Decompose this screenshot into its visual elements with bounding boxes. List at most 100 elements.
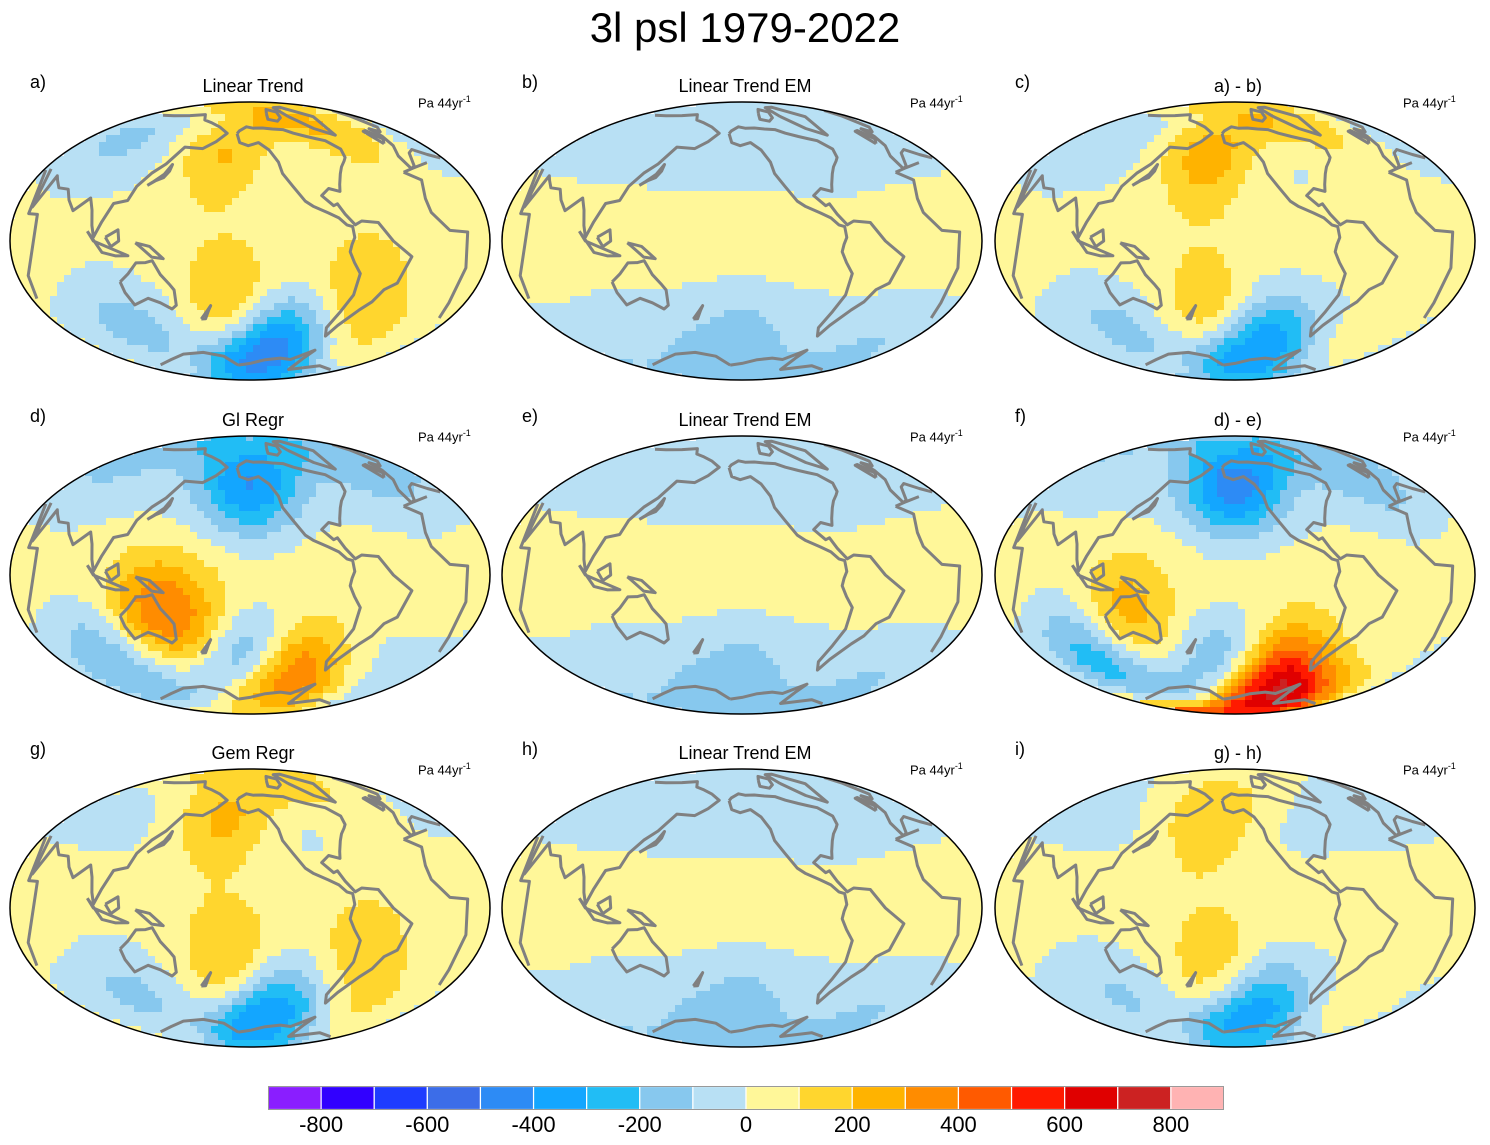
field-cell <box>260 233 268 241</box>
field-cell <box>239 177 247 185</box>
field-cell <box>127 184 135 192</box>
field-cell <box>1133 163 1141 171</box>
field-cell <box>927 156 935 164</box>
field-cell <box>281 135 289 143</box>
field-cell <box>169 212 177 220</box>
field-cell <box>752 240 760 248</box>
field-cell <box>295 205 303 213</box>
field-cell <box>689 275 697 283</box>
field-cell <box>155 275 163 283</box>
field-cell <box>794 114 802 122</box>
field-cell <box>176 303 184 311</box>
field-cell <box>344 282 352 290</box>
field-cell <box>211 289 219 297</box>
field-cell <box>232 226 240 234</box>
field-cell <box>379 282 387 290</box>
field-cell <box>1147 163 1155 171</box>
field-cell <box>141 310 149 318</box>
field-cell <box>1112 177 1120 185</box>
field-cell <box>337 121 345 129</box>
field-cell <box>484 226 490 234</box>
field-cell <box>654 128 662 136</box>
field-cell <box>470 240 478 248</box>
field-cell <box>759 254 767 262</box>
field-cell <box>738 310 746 318</box>
field-cell <box>808 114 816 122</box>
field-cell <box>393 198 401 206</box>
field-cell <box>1168 170 1176 178</box>
field-cell <box>1273 142 1281 150</box>
field-cell <box>1315 121 1323 129</box>
field-cell <box>99 268 107 276</box>
field-cell <box>1140 135 1148 143</box>
field-cell <box>204 163 212 171</box>
field-cell <box>815 345 823 353</box>
field-cell <box>745 233 753 241</box>
field-cell <box>155 191 163 199</box>
field-cell <box>400 212 408 220</box>
field-cell <box>204 296 212 304</box>
field-cell <box>316 338 324 346</box>
field-cell <box>428 205 436 213</box>
field-cell <box>344 184 352 192</box>
field-cell <box>176 359 184 367</box>
field-cell <box>612 331 620 339</box>
field-cell <box>605 184 613 192</box>
field-cell <box>141 317 149 325</box>
field-cell <box>141 114 149 122</box>
field-cell <box>612 205 620 213</box>
field-cell <box>808 268 816 276</box>
field-cell <box>654 149 662 157</box>
field-cell <box>647 191 655 199</box>
coastline <box>651 348 824 372</box>
field-cell <box>414 303 422 311</box>
field-cell <box>232 275 240 283</box>
field-cell <box>127 317 135 325</box>
field-cell <box>1063 170 1071 178</box>
field-cell <box>976 219 982 227</box>
field-cell <box>442 226 450 234</box>
field-cell <box>1168 156 1176 164</box>
field-cell <box>787 366 795 374</box>
field-cell <box>836 191 844 199</box>
field-cell <box>654 247 662 255</box>
field-cell <box>675 254 683 262</box>
field-cell <box>542 289 550 297</box>
field-cell <box>197 121 205 129</box>
field-cell <box>570 226 578 234</box>
field-cell <box>64 163 72 171</box>
field-cell <box>1133 177 1141 185</box>
field-cell <box>1336 135 1344 143</box>
field-cell <box>169 191 177 199</box>
field-cell <box>113 296 121 304</box>
field-cell <box>738 317 746 325</box>
field-cell <box>1238 170 1246 178</box>
field-cell <box>612 310 620 318</box>
field-cell <box>141 128 149 136</box>
field-cell <box>127 331 135 339</box>
field-cell <box>962 282 970 290</box>
field-cell <box>1231 114 1239 122</box>
field-cell <box>176 296 184 304</box>
field-cell <box>253 198 261 206</box>
field-cell <box>295 114 303 122</box>
field-cell <box>22 275 30 283</box>
field-cell <box>330 184 338 192</box>
field-cell <box>85 184 93 192</box>
field-cell <box>225 149 233 157</box>
field-cell <box>829 282 837 290</box>
field-cell <box>738 338 746 346</box>
field-cell <box>955 212 963 220</box>
field-cell <box>1273 135 1281 143</box>
field-cell <box>1301 149 1309 157</box>
field-cell <box>864 149 872 157</box>
field-cell <box>955 282 963 290</box>
field-cell <box>113 205 121 213</box>
units-exponent: -1 <box>1447 94 1456 104</box>
field-cell <box>120 331 128 339</box>
field-cell <box>514 240 522 248</box>
field-cell <box>253 254 261 262</box>
field-cell <box>864 345 872 353</box>
field-cell <box>766 198 774 206</box>
field-cell <box>1266 107 1274 115</box>
